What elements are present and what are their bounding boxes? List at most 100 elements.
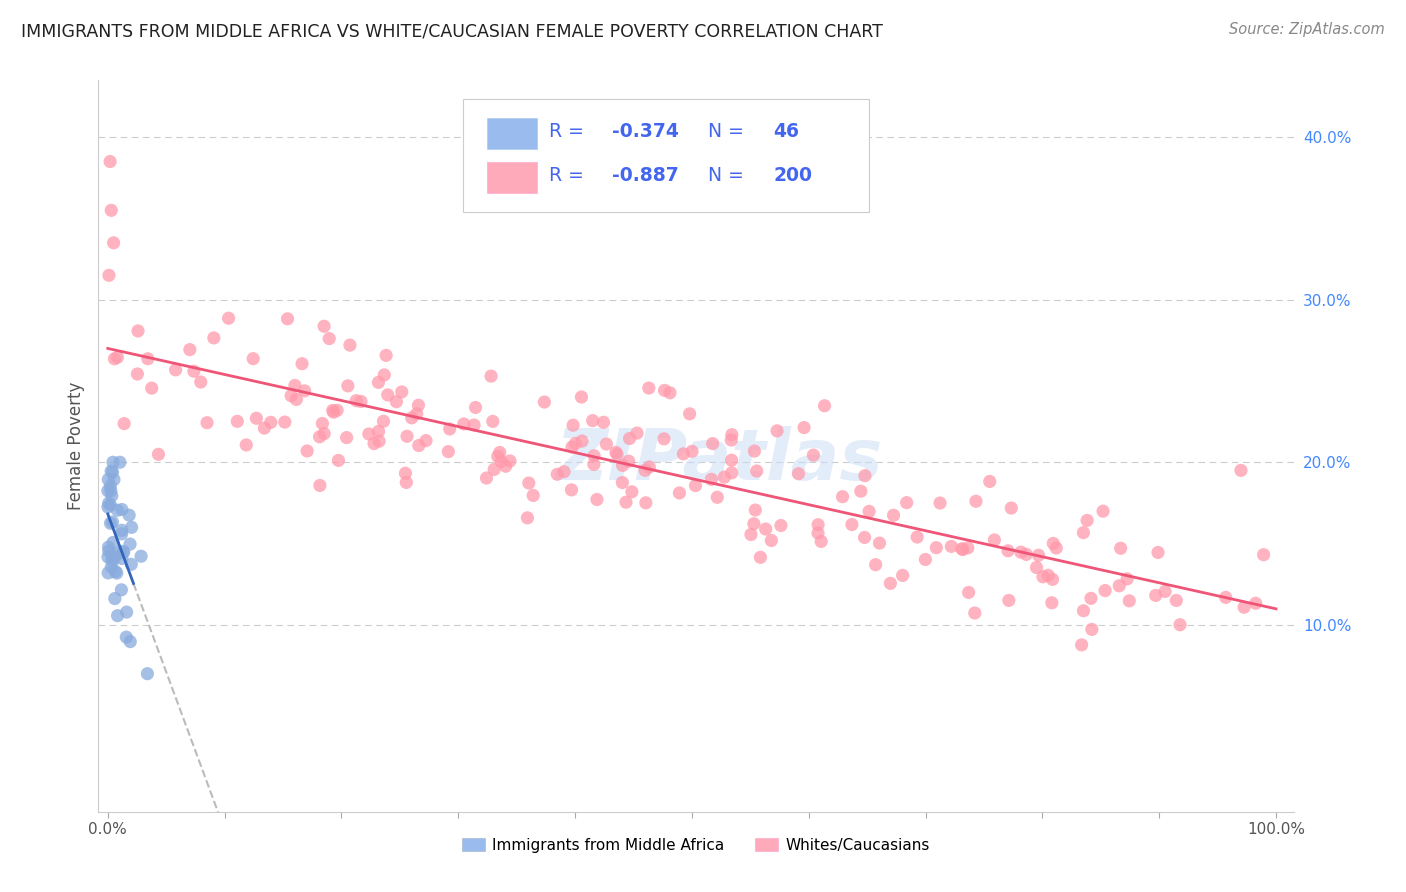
Point	[1042, 536, 1064, 550]
Point	[761, 533, 783, 548]
Point	[654, 384, 676, 398]
Point	[120, 634, 142, 648]
Point	[638, 459, 661, 474]
Point	[112, 417, 135, 431]
Point	[495, 459, 517, 474]
Point	[1144, 589, 1167, 603]
FancyBboxPatch shape	[486, 162, 537, 193]
Point	[312, 319, 335, 334]
Point	[950, 541, 973, 556]
Point	[1015, 548, 1038, 562]
Point	[357, 427, 380, 442]
Point	[385, 394, 408, 409]
Point	[571, 390, 593, 404]
Point	[97, 473, 120, 487]
Point	[101, 489, 124, 503]
Point	[363, 436, 385, 450]
Point	[105, 351, 128, 365]
Point	[793, 420, 815, 434]
Point	[956, 541, 979, 555]
Point	[373, 414, 395, 428]
Point	[831, 490, 853, 504]
Point	[100, 559, 122, 574]
Point	[803, 448, 825, 462]
Point	[1025, 560, 1047, 574]
Point	[245, 411, 267, 425]
Point	[813, 399, 835, 413]
Point	[98, 498, 121, 512]
Point	[107, 503, 129, 517]
Point	[97, 500, 120, 514]
Point	[1080, 591, 1102, 606]
Text: -0.887: -0.887	[613, 166, 679, 185]
Point	[582, 458, 605, 472]
Point	[165, 363, 187, 377]
Text: R =: R =	[548, 166, 591, 185]
Point	[499, 454, 522, 468]
Point	[453, 417, 475, 431]
Point	[1073, 525, 1095, 540]
Point	[318, 332, 340, 346]
Point	[129, 549, 152, 564]
Point	[1094, 583, 1116, 598]
Point	[1040, 596, 1063, 610]
Point	[957, 585, 980, 599]
Point	[634, 496, 657, 510]
Point	[336, 379, 359, 393]
Point	[702, 436, 724, 450]
Point	[322, 403, 344, 417]
Point	[807, 526, 830, 541]
Point	[103, 552, 125, 566]
Point	[350, 394, 373, 409]
Point	[564, 436, 586, 450]
Point	[849, 484, 872, 499]
Point	[1042, 573, 1064, 587]
Point	[437, 444, 460, 458]
Point	[652, 432, 675, 446]
Point	[322, 405, 344, 419]
Point	[482, 462, 505, 476]
Y-axis label: Female Poverty: Female Poverty	[66, 382, 84, 510]
Point	[394, 467, 416, 481]
Point	[571, 434, 593, 449]
Point	[295, 444, 318, 458]
Point	[1036, 568, 1059, 582]
Point	[488, 445, 510, 459]
Point	[121, 520, 143, 534]
Point	[637, 381, 659, 395]
Point	[713, 470, 735, 484]
Point	[311, 417, 333, 431]
Point	[998, 593, 1021, 607]
Point	[1233, 600, 1256, 615]
Point	[475, 471, 498, 485]
Point	[869, 536, 891, 550]
Point	[108, 546, 131, 560]
Point	[115, 605, 138, 619]
Text: IMMIGRANTS FROM MIDDLE AFRICA VS WHITE/CAUCASIAN FEMALE POVERTY CORRELATION CHAR: IMMIGRANTS FROM MIDDLE AFRICA VS WHITE/C…	[21, 22, 883, 40]
Point	[1000, 501, 1022, 516]
Point	[308, 430, 330, 444]
Point	[179, 343, 201, 357]
Point	[101, 465, 124, 479]
Point	[148, 447, 170, 461]
Point	[285, 392, 308, 407]
Point	[100, 483, 122, 498]
Point	[242, 351, 264, 366]
Point	[314, 426, 336, 441]
Point	[336, 431, 359, 445]
Point	[111, 523, 134, 537]
Point	[97, 544, 120, 558]
Point	[582, 414, 605, 428]
Point	[235, 438, 257, 452]
Point	[112, 544, 135, 558]
Point	[486, 450, 509, 464]
Point	[516, 511, 538, 525]
Point	[1118, 594, 1140, 608]
Point	[108, 455, 131, 469]
Point	[120, 558, 142, 572]
Point	[294, 384, 316, 398]
Point	[405, 407, 427, 421]
Point	[1045, 541, 1067, 555]
Point	[560, 483, 582, 497]
Point	[136, 351, 159, 366]
